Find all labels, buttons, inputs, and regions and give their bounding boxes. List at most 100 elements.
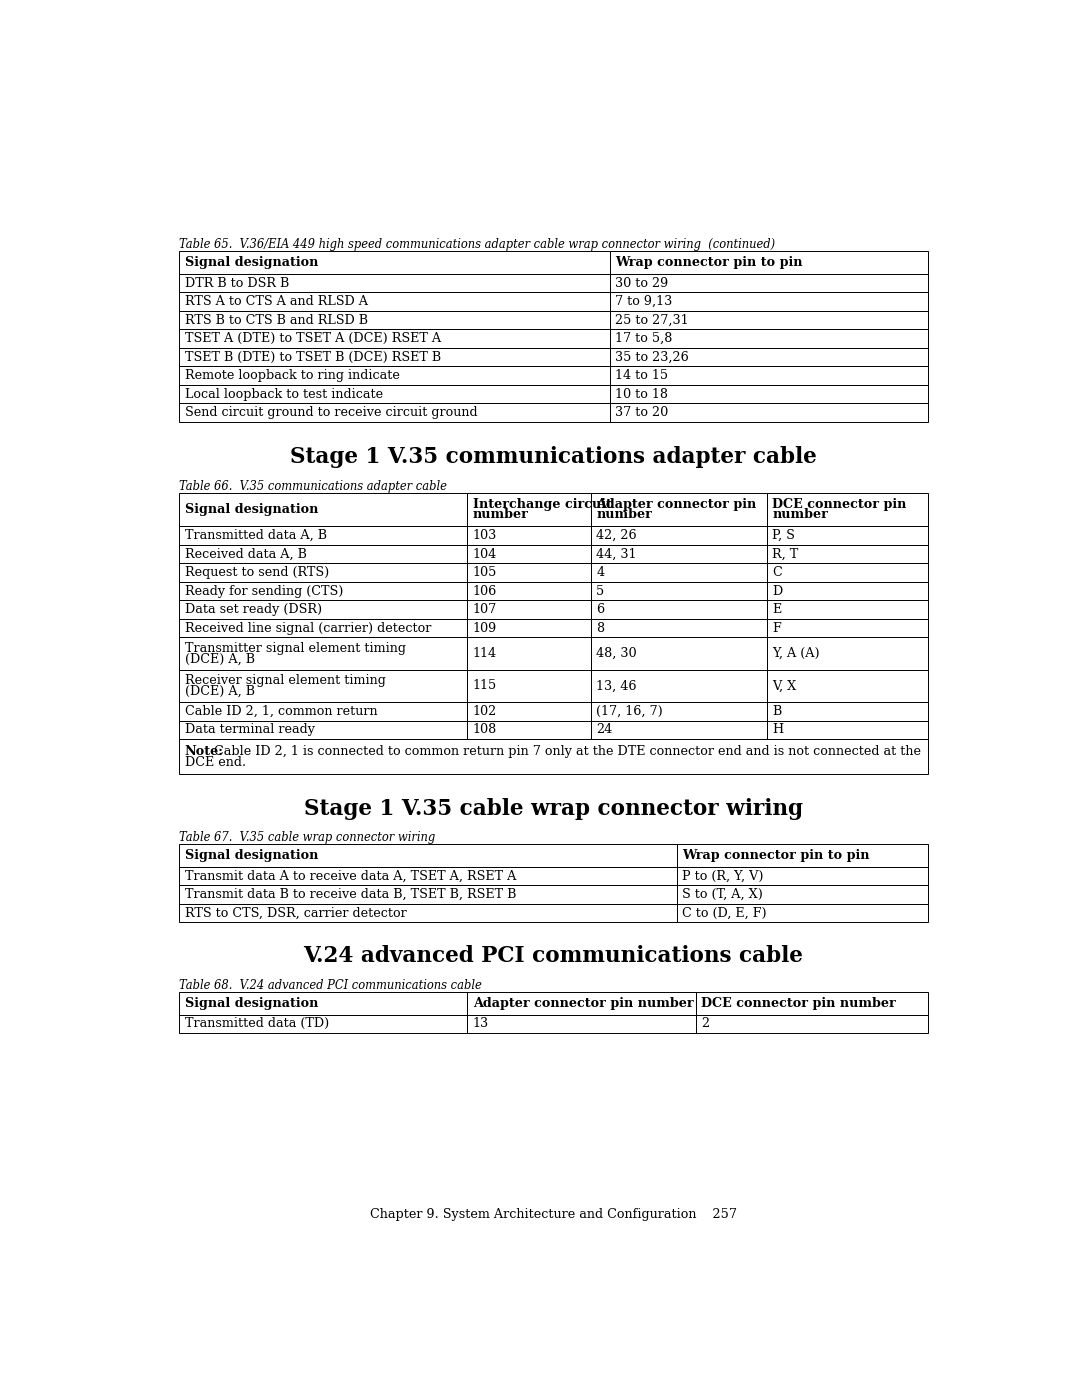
Text: Signal designation: Signal designation — [185, 996, 318, 1010]
Bar — [767, 637, 928, 669]
Bar — [179, 312, 609, 330]
Bar — [767, 493, 928, 527]
Bar — [767, 545, 928, 563]
Bar — [767, 669, 928, 703]
Text: DCE end.: DCE end. — [185, 756, 246, 768]
Bar — [591, 527, 767, 545]
Bar — [677, 844, 928, 866]
Bar — [468, 527, 591, 545]
Bar — [468, 545, 591, 563]
Bar — [767, 619, 928, 637]
Text: 109: 109 — [473, 622, 497, 634]
Text: RTS A to CTS A and RLSD A: RTS A to CTS A and RLSD A — [185, 295, 367, 309]
Bar — [179, 563, 468, 583]
Text: Received data A, B: Received data A, B — [185, 548, 307, 560]
Bar — [179, 404, 609, 422]
Bar — [179, 583, 468, 601]
Text: Data terminal ready: Data terminal ready — [185, 724, 314, 736]
Text: Y, A (A): Y, A (A) — [772, 647, 820, 659]
Text: 103: 103 — [473, 529, 497, 542]
Bar — [767, 583, 928, 601]
Bar — [767, 703, 928, 721]
Text: Transmitted data A, B: Transmitted data A, B — [185, 529, 326, 542]
Text: Transmitted data (TD): Transmitted data (TD) — [185, 1017, 328, 1031]
Bar — [179, 251, 609, 274]
Bar — [609, 384, 928, 404]
Bar — [591, 545, 767, 563]
Text: Wrap connector pin to pin: Wrap connector pin to pin — [616, 256, 802, 268]
Text: DCE connector pin number: DCE connector pin number — [701, 996, 896, 1010]
Text: (DCE) A, B: (DCE) A, B — [185, 685, 255, 697]
Text: E: E — [772, 604, 782, 616]
Text: Send circuit ground to receive circuit ground: Send circuit ground to receive circuit g… — [185, 407, 477, 419]
Text: DCE connector pin: DCE connector pin — [772, 497, 907, 511]
Text: (DCE) A, B: (DCE) A, B — [185, 652, 255, 665]
Bar — [468, 1014, 696, 1034]
Bar — [179, 330, 609, 348]
Text: RTS to CTS, DSR, carrier detector: RTS to CTS, DSR, carrier detector — [185, 907, 406, 919]
Text: Cable ID 2, 1 is connected to common return pin 7 only at the DTE connector end : Cable ID 2, 1 is connected to common ret… — [211, 745, 921, 757]
Bar — [179, 545, 468, 563]
Text: Received line signal (carrier) detector: Received line signal (carrier) detector — [185, 622, 431, 634]
Text: Local loopback to test indicate: Local loopback to test indicate — [185, 387, 382, 401]
Bar — [609, 404, 928, 422]
Text: Adapter connector pin number: Adapter connector pin number — [473, 996, 693, 1010]
Bar — [696, 1014, 928, 1034]
Text: RTS B to CTS B and RLSD B: RTS B to CTS B and RLSD B — [185, 313, 367, 327]
Text: Receiver signal element timing: Receiver signal element timing — [185, 673, 386, 687]
Bar — [591, 637, 767, 669]
Bar — [591, 583, 767, 601]
Bar — [179, 274, 609, 292]
Text: Transmitter signal element timing: Transmitter signal element timing — [185, 641, 406, 655]
Bar — [609, 366, 928, 384]
Text: 44, 31: 44, 31 — [596, 548, 637, 560]
Text: number: number — [596, 509, 652, 521]
Text: Transmit data A to receive data A, TSET A, RSET A: Transmit data A to receive data A, TSET … — [185, 869, 516, 883]
Bar — [609, 274, 928, 292]
Text: Data set ready (DSR): Data set ready (DSR) — [185, 604, 322, 616]
Bar — [609, 330, 928, 348]
Bar — [468, 493, 591, 527]
Text: P, S: P, S — [772, 529, 795, 542]
Text: 108: 108 — [473, 724, 497, 736]
Text: Cable ID 2, 1, common return: Cable ID 2, 1, common return — [185, 704, 377, 718]
Bar — [179, 527, 468, 545]
Text: TSET B (DTE) to TSET B (DCE) RSET B: TSET B (DTE) to TSET B (DCE) RSET B — [185, 351, 441, 363]
Text: 17 to 5,8: 17 to 5,8 — [616, 332, 673, 345]
Bar — [767, 601, 928, 619]
Text: 14 to 15: 14 to 15 — [616, 369, 669, 381]
Bar — [767, 563, 928, 583]
Text: Stage 1 V.35 communications adapter cable: Stage 1 V.35 communications adapter cabl… — [291, 447, 816, 468]
Text: Table 65.  V.36/EIA 449 high speed communications adapter cable wrap connector w: Table 65. V.36/EIA 449 high speed commun… — [179, 239, 775, 251]
Text: 2: 2 — [701, 1017, 710, 1031]
Bar — [591, 493, 767, 527]
Bar — [179, 619, 468, 637]
Text: 10 to 18: 10 to 18 — [616, 387, 669, 401]
Text: R, T: R, T — [772, 548, 798, 560]
Bar — [179, 904, 677, 922]
Text: number: number — [772, 509, 828, 521]
Text: C to (D, E, F): C to (D, E, F) — [683, 907, 767, 919]
Bar — [179, 992, 468, 1014]
Text: 4: 4 — [596, 566, 605, 580]
Bar — [468, 992, 696, 1014]
Bar — [179, 493, 468, 527]
Text: Request to send (RTS): Request to send (RTS) — [185, 566, 328, 580]
Text: 25 to 27,31: 25 to 27,31 — [616, 313, 689, 327]
Text: 105: 105 — [473, 566, 497, 580]
Bar — [179, 292, 609, 312]
Bar — [609, 348, 928, 366]
Text: 6: 6 — [596, 604, 605, 616]
Text: Stage 1 V.35 cable wrap connector wiring: Stage 1 V.35 cable wrap connector wiring — [303, 798, 804, 820]
Text: C: C — [772, 566, 782, 580]
Text: Transmit data B to receive data B, TSET B, RSET B: Transmit data B to receive data B, TSET … — [185, 888, 516, 901]
Text: 24: 24 — [596, 724, 612, 736]
Text: 30 to 29: 30 to 29 — [616, 277, 669, 289]
Text: 106: 106 — [473, 584, 497, 598]
Text: D: D — [772, 584, 783, 598]
Bar — [609, 251, 928, 274]
Bar — [468, 637, 591, 669]
Text: 37 to 20: 37 to 20 — [616, 407, 669, 419]
Text: V.24 advanced PCI communications cable: V.24 advanced PCI communications cable — [303, 946, 804, 967]
Bar — [179, 637, 468, 669]
